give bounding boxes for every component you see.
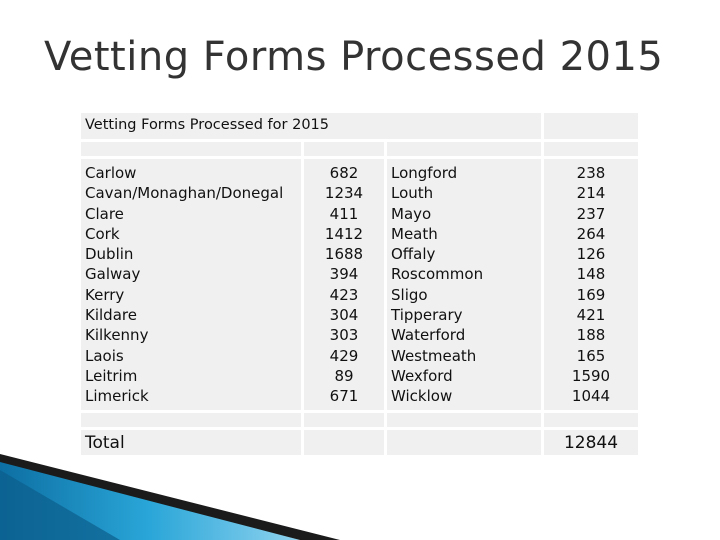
county-name: Limerick — [85, 387, 149, 406]
county-count: 1412 — [324, 224, 364, 243]
county-count: 169 — [576, 285, 606, 304]
county-name: Kildare — [85, 306, 137, 325]
county-count: 411 — [329, 204, 359, 223]
county-name: Carlow — [85, 164, 137, 182]
county-name: Roscommon — [391, 265, 484, 284]
county-name: Offaly — [391, 245, 436, 264]
county-count: 264 — [576, 224, 606, 243]
total-label: Total — [81, 429, 301, 455]
empty-cell — [544, 113, 638, 139]
county-name: Kilkenny — [85, 326, 149, 345]
county-name: Meath — [391, 224, 438, 243]
county-name: Waterford — [391, 326, 466, 345]
decorative-swoosh — [0, 454, 340, 540]
county-name: Kerry — [85, 285, 125, 304]
county-count: 238 — [576, 164, 606, 182]
county-name: Laois — [85, 346, 124, 365]
table-caption: Vetting Forms Processed for 2015 — [81, 113, 541, 139]
county-count: 423 — [329, 285, 359, 304]
county-count: 126 — [576, 245, 606, 264]
county-count: 1688 — [324, 245, 364, 264]
data-row: Carlow Cavan/Monaghan/Donegal Clare Cork Dub… — [81, 159, 638, 410]
county-count: 148 — [576, 265, 606, 284]
county-count: 89 — [334, 366, 354, 385]
county-name: Galway — [85, 265, 141, 284]
county-count: 671 — [329, 387, 359, 406]
county-name: Cavan/Monaghan/Donegal — [85, 184, 284, 203]
county-count: 394 — [329, 265, 359, 284]
county-name: Sligo — [391, 285, 428, 304]
county-name: Cork — [85, 224, 120, 243]
county-name: Mayo — [391, 204, 432, 223]
county-name: Longford — [391, 164, 458, 182]
spacer-row — [81, 142, 638, 156]
county-count: 1044 — [571, 387, 611, 406]
right-values-column: 238 214 237 264 126 148 169 421 188 165 1590 1044 — [544, 159, 638, 410]
county-count: 1234 — [324, 184, 364, 203]
county-count: 188 — [576, 326, 606, 345]
county-name: Dublin — [85, 245, 134, 264]
right-counties-column: Longford Louth Mayo Meath Offaly Roscommon Sli… — [387, 159, 541, 410]
county-name: Wexford — [391, 366, 453, 385]
county-count: 165 — [576, 346, 606, 365]
county-name: Tipperary — [391, 306, 463, 325]
county-count: 237 — [576, 204, 606, 223]
county-count: 214 — [576, 184, 606, 203]
county-name: Westmeath — [391, 346, 477, 365]
slide-title: Vetting Forms Processed 2015 — [44, 34, 664, 80]
county-count: 429 — [329, 346, 359, 365]
county-count: 1590 — [571, 366, 611, 385]
county-name: Clare — [85, 204, 124, 223]
total-value: 12844 — [544, 429, 638, 455]
left-counties-column: Carlow Cavan/Monaghan/Donegal Clare Cork Dub… — [81, 159, 301, 410]
total-row: Total 12844 — [81, 429, 638, 455]
county-name: Leitrim — [85, 366, 138, 385]
county-count: 421 — [576, 306, 606, 325]
county-count: 303 — [329, 326, 359, 345]
county-name: Wicklow — [391, 387, 453, 406]
county-count: 304 — [329, 306, 359, 325]
county-count: 682 — [329, 164, 359, 182]
caption-row: Vetting Forms Processed for 2015 — [81, 113, 638, 139]
left-values-column: 682 1234 411 1412 1688 394 423 304 303 429 89 671 — [304, 159, 384, 410]
vetting-table: Vetting Forms Processed for 2015 Carlow C… — [78, 110, 641, 458]
spacer-row — [81, 412, 638, 427]
county-name: Louth — [391, 184, 434, 203]
